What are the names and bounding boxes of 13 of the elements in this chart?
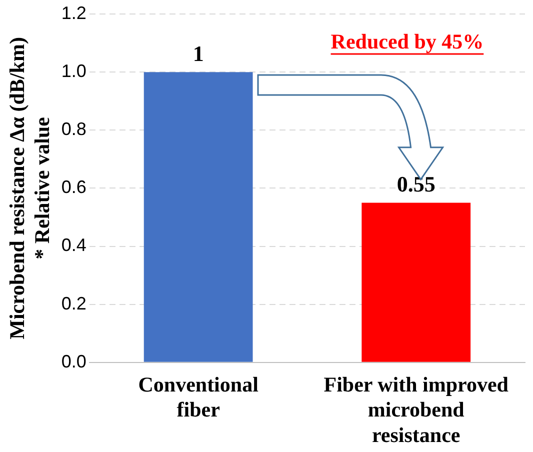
x-tick-label: Fiber with improved microbend resistance — [324, 372, 509, 447]
data-label: 1 — [192, 40, 204, 66]
y-tick-label: 1.2 — [61, 2, 86, 23]
y-tick-label: 1.0 — [61, 61, 86, 82]
y-tick-label: 0.2 — [61, 293, 86, 314]
y-tick-label: 0.4 — [61, 235, 86, 256]
y-tick-label: 0.6 — [61, 177, 86, 198]
x-tick-label: Conventional fiber — [138, 372, 259, 422]
data-label: 0.55 — [396, 171, 436, 196]
y-tick-label: 0.0 — [61, 351, 86, 372]
y-tick-label: 0.8 — [61, 119, 86, 140]
y-axis-title: Microbend resistance Δα (dB/km) * Relative value — [5, 37, 54, 340]
annotation: Reduced by 45% — [330, 29, 484, 54]
